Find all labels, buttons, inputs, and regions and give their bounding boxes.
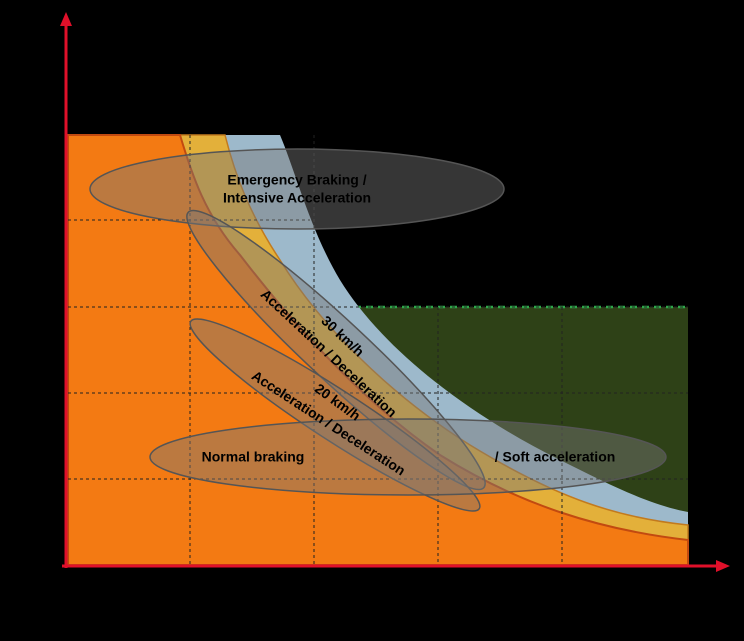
ellipse (149, 418, 667, 496)
grid (68, 135, 688, 565)
ellipse (189, 318, 481, 512)
ellipses (89, 148, 667, 512)
label: / Soft acceleration (495, 449, 616, 465)
axes (60, 12, 730, 572)
label: Normal braking (202, 449, 305, 465)
label: Emergency Braking / (227, 172, 366, 188)
orange-zone (67, 134, 689, 566)
label: Intensive Acceleration (223, 190, 371, 206)
ellipse (89, 148, 505, 230)
y-arrow (60, 12, 72, 26)
x-arrow (716, 560, 730, 572)
